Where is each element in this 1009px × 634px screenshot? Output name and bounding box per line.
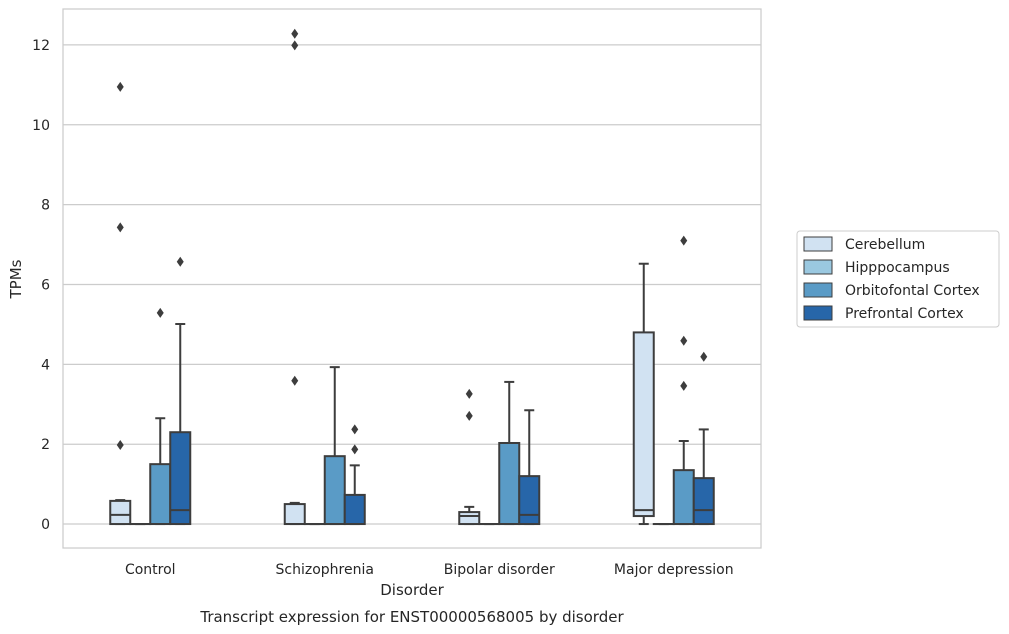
outlier-point [176,256,184,267]
box [692,351,715,526]
box-series [109,28,715,526]
x-tick-label: Bipolar disorder [444,562,555,578]
y-axis-label: TPMs [7,259,25,299]
plot-area-frame [62,8,762,549]
box-body [323,455,346,526]
outlier-point [680,380,688,391]
box [343,424,366,526]
box-body [169,431,192,526]
legend-frame [796,230,1000,328]
series-prefrontal-cortex [169,256,715,526]
box-body [343,493,366,526]
x-tick-label: Major depression [614,562,734,578]
box-body [458,511,481,526]
outlier-point [680,235,688,246]
y-tick-label: 12 [32,38,50,54]
y-tick-label: 0 [41,517,50,533]
box-body [283,503,306,526]
box [109,81,132,526]
outlier-point [291,40,299,51]
legend: Cerebellum Hipppocampus Orbitofontal Corte… [796,230,1000,328]
box [672,235,695,526]
x-axis-label: Disorder [380,581,444,599]
series-orbitofontal-cortex [149,235,695,526]
box [498,380,521,526]
outlier-point [351,444,359,455]
y-tick-label: 4 [41,357,50,373]
legend-swatch [803,236,833,252]
box [149,307,172,526]
box [283,28,306,526]
box-body [109,499,132,526]
box-body [632,331,655,518]
chart-caption: Transcript expression for ENST0000056800… [199,608,624,626]
box-body [498,441,521,526]
legend-swatch [803,305,833,321]
legend-label: Orbitofontal Cortex [845,283,980,299]
outlier-point [465,410,473,421]
box-body [692,477,715,526]
x-tick-label: Schizophrenia [276,562,374,578]
box [632,262,655,526]
y-tick-label: 6 [41,277,50,293]
outlier-point [351,424,359,435]
x-axis-ticks: Control Schizophrenia Bipolar disorder Majo… [125,562,734,578]
legend-label: Cerebellum [845,237,925,253]
outlier-point [291,375,299,386]
outlier-point [156,307,164,318]
y-tick-label: 2 [41,437,50,453]
legend-swatch [803,282,833,298]
series-cerebellum [109,28,655,526]
box [169,256,192,526]
outlier-point [116,222,124,233]
outlier-point [700,351,708,362]
y-tick-label: 8 [41,198,50,214]
box [458,388,481,526]
outlier-point [116,81,124,92]
box-body [672,469,695,526]
y-axis-ticks: 0 2 4 6 8 10 12 [32,38,50,533]
box-body [149,463,172,526]
legend-label: Hipppocampus [845,260,950,276]
outlier-point [291,28,299,39]
box [518,409,541,526]
y-tick-label: 10 [32,118,50,134]
outlier-point [680,335,688,346]
box [323,366,346,526]
legend-swatch [803,259,833,275]
legend-label: Prefrontal Cortex [845,306,964,322]
box-body [518,475,541,526]
x-tick-label: Control [125,562,176,578]
outlier-point [116,439,124,450]
outlier-point [465,388,473,399]
